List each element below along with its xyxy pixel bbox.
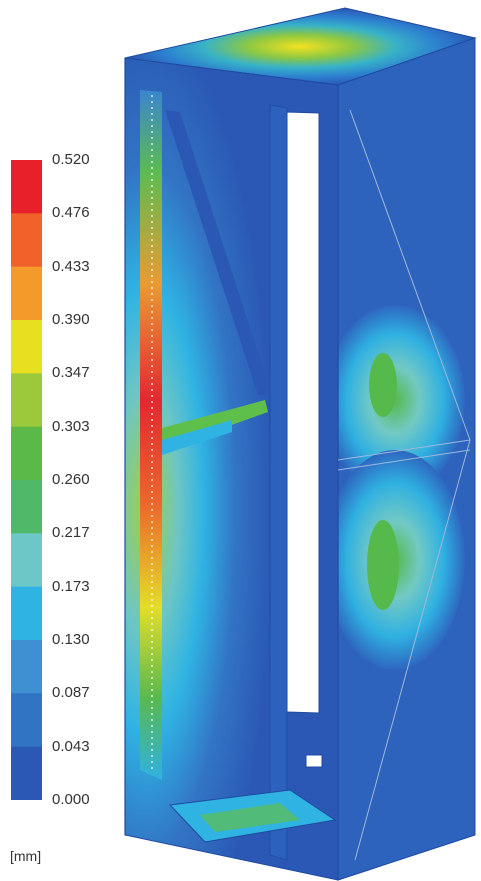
color-band xyxy=(11,373,42,428)
color-band xyxy=(11,160,42,214)
tick-label: 0.043 xyxy=(52,737,90,755)
color-scale-bar xyxy=(11,160,42,800)
color-band xyxy=(11,213,42,268)
tick-label: 0.476 xyxy=(52,204,90,222)
color-band xyxy=(11,266,42,321)
color-band xyxy=(11,320,42,374)
tick-label: 0.087 xyxy=(52,684,90,702)
color-band xyxy=(11,480,42,534)
tick-label: 0.520 xyxy=(52,151,90,168)
color-band xyxy=(11,693,42,748)
cabinet-deformation-model xyxy=(124,7,477,881)
color-band xyxy=(11,746,42,800)
color-band xyxy=(11,533,42,588)
tick-label: 0.260 xyxy=(52,471,90,488)
color-band xyxy=(11,586,42,641)
color-band xyxy=(11,640,42,694)
color-band xyxy=(11,426,42,481)
unit-label: [mm] xyxy=(10,848,42,864)
tick-label: 0.130 xyxy=(52,631,90,648)
tick-label: 0.390 xyxy=(52,311,90,328)
tick-label: 0.433 xyxy=(52,257,90,275)
tick-label: 0.173 xyxy=(52,577,90,595)
tick-label: 0.217 xyxy=(52,524,90,542)
tick-label: 0.347 xyxy=(52,364,90,382)
tick-label: 0.303 xyxy=(52,417,90,435)
tick-label: 0.000 xyxy=(52,791,90,808)
